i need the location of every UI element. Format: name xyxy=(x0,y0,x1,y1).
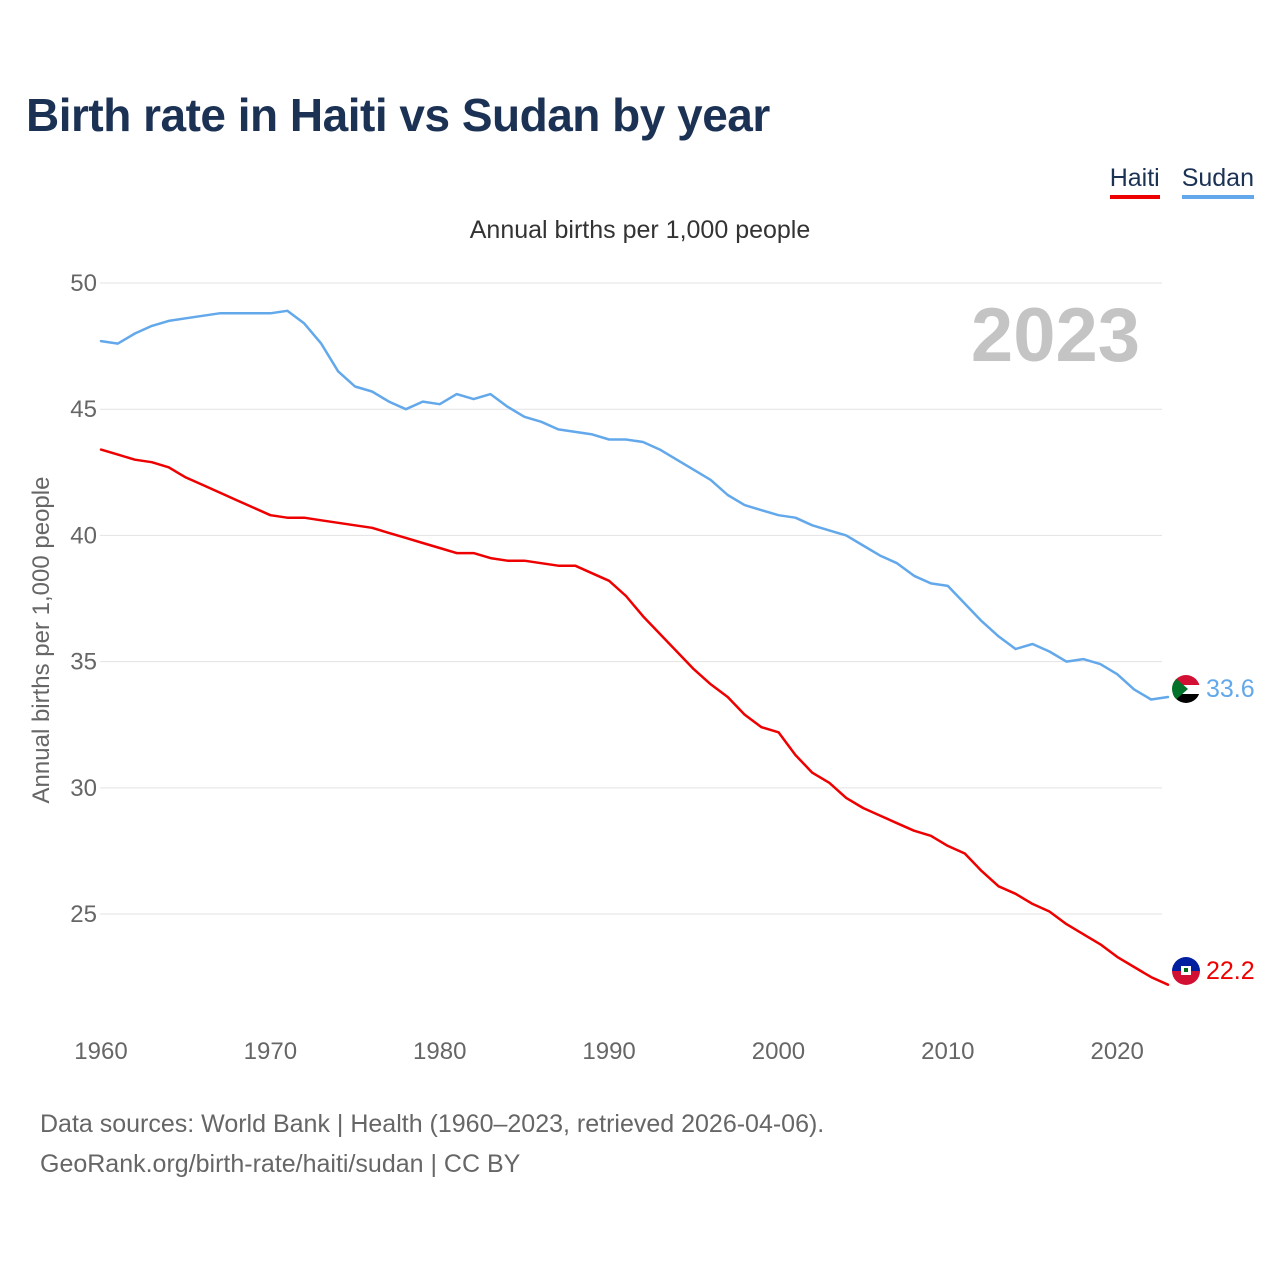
legend: Haiti Sudan xyxy=(1109,164,1254,199)
legend-item-sudan[interactable]: Sudan xyxy=(1181,164,1254,199)
sudan-flag-icon xyxy=(1172,675,1200,703)
source-line-1: Data sources: World Bank | Health (1960–… xyxy=(40,1110,825,1138)
y-tick-label: 50 xyxy=(70,270,97,297)
x-tick-label: 2010 xyxy=(921,1038,974,1065)
x-tick-label: 1970 xyxy=(244,1038,297,1065)
year-overlay: 2023 xyxy=(971,293,1140,378)
y-tick-label: 35 xyxy=(70,649,97,676)
y-tick-label: 40 xyxy=(70,522,97,549)
series-lines xyxy=(99,309,1170,986)
x-tick-label: 2000 xyxy=(752,1038,805,1065)
sudan-end-label: 33.6 xyxy=(1206,675,1255,703)
chart-subtitle: Annual births per 1,000 people xyxy=(469,216,811,244)
grid-lines xyxy=(100,282,1162,915)
haiti-flag-icon xyxy=(1172,957,1200,985)
x-tick-label: 1960 xyxy=(74,1038,127,1065)
x-tick-label: 1990 xyxy=(582,1038,635,1065)
y-tick-label: 30 xyxy=(70,775,97,802)
x-tick-label: 2020 xyxy=(1090,1038,1143,1065)
y-axis-ticks: 25 30 35 40 45 50 xyxy=(70,270,97,928)
series-line-haiti[interactable] xyxy=(99,448,1170,986)
x-axis-ticks: 1960 1970 1980 1990 2000 2010 2020 xyxy=(74,1038,1144,1065)
chart-title: Birth rate in Haiti vs Sudan by year xyxy=(26,89,770,141)
series-line-sudan[interactable] xyxy=(99,309,1170,701)
x-tick-label: 1980 xyxy=(413,1038,466,1065)
y-tick-label: 45 xyxy=(70,396,97,423)
source-note: Data sources: World Bank | Health (1960–… xyxy=(40,1104,824,1184)
haiti-end-label: 22.2 xyxy=(1206,957,1255,985)
y-tick-label: 25 xyxy=(70,901,97,928)
legend-item-haiti[interactable]: Haiti xyxy=(1109,164,1160,199)
source-line-2[interactable]: GeoRank.org/birth-rate/haiti/sudan | CC … xyxy=(40,1150,521,1178)
